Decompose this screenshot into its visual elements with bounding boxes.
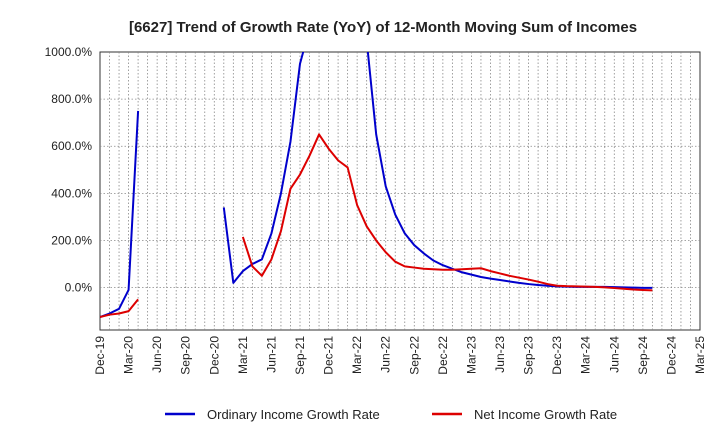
y-tick-label: 400.0% — [51, 186, 92, 200]
x-tick-label: Dec-24 — [664, 336, 678, 375]
x-tick-label: Sep-20 — [179, 336, 193, 375]
y-tick-label: 200.0% — [51, 233, 92, 247]
chart-title: [6627] Trend of Growth Rate (YoY) of 12-… — [129, 19, 637, 36]
x-tick-label: Dec-21 — [322, 336, 336, 375]
series-lines — [100, 52, 653, 319]
plot-area — [99, 51, 701, 331]
x-tick-label: Jun-21 — [264, 336, 278, 373]
y-tick-label: 800.0% — [51, 92, 92, 106]
x-tick-label: Sep-21 — [293, 336, 307, 375]
x-tick-label: Sep-22 — [407, 336, 421, 375]
x-tick-label: Sep-24 — [636, 336, 650, 375]
x-tick-label: Dec-20 — [207, 336, 221, 375]
axes: 0.0% 200.0% 400.0% 600.0% 800.0% 1000.0% Dec-1… — [45, 45, 707, 375]
series-line-1 — [100, 298, 139, 319]
x-tick-label: Mar-24 — [579, 336, 593, 374]
y-tick-label: 1000.0% — [45, 45, 93, 59]
x-tick-label: Sep-23 — [522, 336, 536, 375]
x-tick-label: Mar-20 — [122, 336, 136, 374]
x-tick-label: Jun-24 — [607, 336, 621, 373]
x-tick-label: Dec-23 — [550, 336, 564, 375]
x-tick-label: Jun-23 — [493, 336, 507, 373]
x-tick-label: Dec-22 — [436, 336, 450, 375]
legend-label-1: Net Income Growth Rate — [474, 407, 617, 422]
x-tick-label: Mar-25 — [693, 336, 707, 374]
legend: Ordinary Income Growth Rate Net Income Gr… — [165, 407, 617, 422]
x-tick-label: Jun-20 — [150, 336, 164, 373]
legend-label-0: Ordinary Income Growth Rate — [207, 407, 380, 422]
x-tick-label: Mar-22 — [350, 336, 364, 374]
x-tick-label: Mar-21 — [236, 336, 250, 374]
y-tick-label: 600.0% — [51, 139, 92, 153]
y-tick-label: 0.0% — [65, 281, 93, 295]
x-tick-label: Dec-19 — [93, 336, 107, 375]
x-tick-label: Mar-23 — [464, 336, 478, 374]
x-tick-label: Jun-22 — [379, 336, 393, 373]
series-line-1 — [241, 133, 653, 292]
